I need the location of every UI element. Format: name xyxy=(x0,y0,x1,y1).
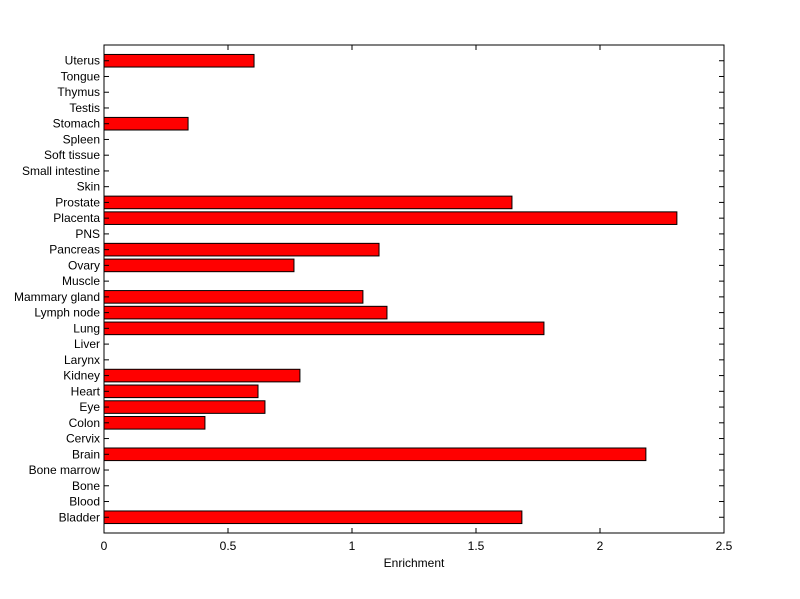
x-tick-label: 0.5 xyxy=(220,539,237,553)
bar-stomach xyxy=(103,116,189,131)
y-tick-label: Kidney xyxy=(63,369,100,383)
bar-eye xyxy=(103,400,266,414)
x-tick-label: 0 xyxy=(101,539,108,553)
y-tick-label: Ovary xyxy=(68,258,100,272)
y-tick-label: Prostate xyxy=(55,195,100,209)
y-tick-label: Colon xyxy=(69,416,100,430)
bar-prostate xyxy=(103,195,513,210)
bar-lung xyxy=(103,321,545,336)
bar-pancreas xyxy=(103,242,380,257)
bar-ovary xyxy=(103,258,295,273)
y-tick-label: Spleen xyxy=(63,132,100,146)
y-tick-label: Bladder xyxy=(59,510,100,524)
y-tick-label: Bone xyxy=(72,479,100,493)
y-tick-label: Small intestine xyxy=(22,164,100,178)
y-tick-label: Lymph node xyxy=(34,306,100,320)
bar-mammary-gland xyxy=(103,290,364,304)
bar-bladder xyxy=(103,510,523,525)
x-tick-label: 2 xyxy=(597,539,604,553)
x-axis-label: Enrichment xyxy=(384,556,445,570)
y-tick-label: Thymus xyxy=(57,85,100,99)
bar-heart xyxy=(103,384,259,399)
x-tick-label: 1.5 xyxy=(468,539,485,553)
y-tick-label: Eye xyxy=(79,400,100,414)
y-tick-label: Brain xyxy=(72,447,100,461)
y-tick-label: Soft tissue xyxy=(44,148,100,162)
x-tick-label: 2.5 xyxy=(716,539,733,553)
y-tick-label: Placenta xyxy=(53,211,100,225)
bar-brain xyxy=(103,447,647,462)
bar-kidney xyxy=(103,368,301,383)
y-tick-label: Pancreas xyxy=(49,243,100,257)
y-tick-label: Stomach xyxy=(53,117,100,131)
y-tick-label: Bone marrow xyxy=(29,463,101,477)
bar-colon xyxy=(103,416,206,430)
y-tick-label: Tongue xyxy=(61,69,101,83)
y-tick-label: Muscle xyxy=(62,274,100,288)
y-tick-label: PNS xyxy=(75,227,100,241)
y-tick-label: Larynx xyxy=(64,353,100,367)
y-tick-label: Blood xyxy=(69,495,100,509)
bar-uterus xyxy=(103,53,255,68)
y-tick-label: Mammary gland xyxy=(14,290,100,304)
y-tick-label: Heart xyxy=(71,384,101,398)
y-tick-label: Skin xyxy=(77,180,100,194)
bar-placenta xyxy=(103,211,678,225)
y-tick-label: Liver xyxy=(74,337,100,351)
y-tick-label: Cervix xyxy=(66,432,100,446)
x-tick-label: 1 xyxy=(349,539,356,553)
y-tick-label: Testis xyxy=(69,101,100,115)
y-tick-label: Lung xyxy=(73,321,100,335)
bar-lymph-node xyxy=(103,305,388,320)
y-tick-label: Uterus xyxy=(65,54,100,68)
